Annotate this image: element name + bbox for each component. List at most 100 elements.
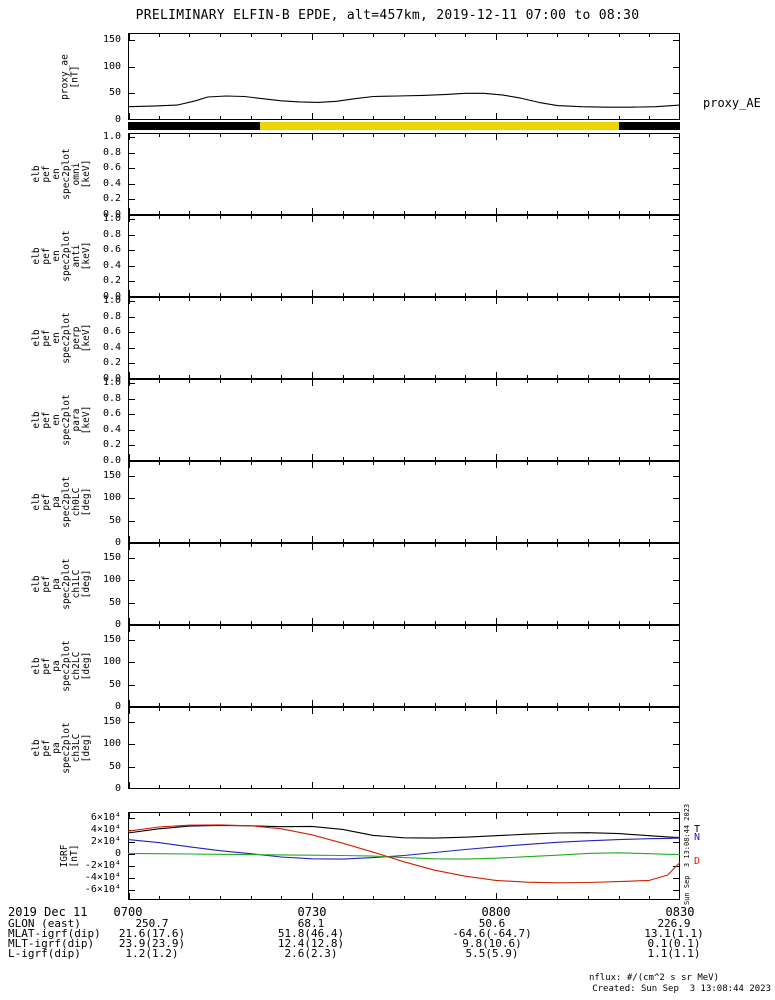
panel-proxy_ae [128, 33, 680, 120]
annotation-row-l: L-igrf(dip) 1.2(1.2) 2.6(2.3) 5.5(5.9) 1… [0, 947, 775, 960]
annotation-value: 226.9 [657, 917, 691, 930]
y-tick-label: 0.4 [102, 177, 121, 189]
annotation-value: 21.6(17.6) [118, 927, 186, 940]
y-tick-label: 0.6 [102, 244, 121, 256]
y-tick-label: -2×10⁴ [84, 859, 121, 871]
y-tick-label: 100 [102, 656, 121, 668]
igrf-E-line [128, 852, 680, 860]
y-tick-label: 1.0 [102, 212, 121, 224]
y-tick-label: 0.6 [102, 326, 121, 338]
y-tick-label: 1.0 [102, 294, 121, 306]
panel-pa_spec_ch0lc-ylabel: elb pef pa spec2plot ch0LC [deg] [31, 476, 92, 528]
y-tick-label: 100 [102, 738, 121, 750]
igrf-T-line [128, 824, 680, 839]
annotation-value: 2.6(2.3) [284, 947, 338, 960]
y-tick-label: 150 [102, 715, 121, 727]
y-tick-label: 150 [102, 633, 121, 645]
y-tick-label: -4×10⁴ [84, 871, 121, 883]
y-tick-label: 6×10⁴ [90, 811, 121, 823]
y-tick-label: 0.0 [102, 455, 121, 466]
y-tick-label: 0.8 [102, 310, 121, 322]
annotation-value: 12.4(12.8) [277, 937, 345, 950]
annotation-value: 250.7 [135, 917, 169, 930]
zone-bar-segment-yellow-zone [259, 122, 619, 130]
y-tick-label: 100 [102, 574, 121, 586]
panel-pa_spec_ch3lc [128, 707, 680, 789]
proxy-ae-line [128, 92, 680, 108]
annotation-value: 1.1(1.1) [647, 947, 701, 960]
y-tick-label: 0.0 [102, 291, 121, 302]
y-tick-label: 0 [114, 783, 121, 794]
proxy-ae-line-label: proxy_AE [703, 96, 761, 110]
x-tick-label: 0730 [297, 905, 327, 919]
annotation-row-label: MLT-igrf(dip) [8, 937, 95, 950]
y-tick-label: 0.2 [102, 439, 121, 451]
y-tick-label: 0.8 [102, 392, 121, 404]
created-timestamp: Created: Sun Sep 3 13:08:44 2023 [592, 984, 771, 994]
side-timestamp: Sun Sep 3 13:08:44 2023 [683, 803, 691, 905]
date-label: 2019 Dec 11 [8, 905, 88, 919]
panel-en_spec_perp-ylabel: elb pef en spec2plot perp [keV] [31, 312, 92, 364]
annotation-value: 51.8(46.4) [277, 927, 345, 940]
zone-bar-segment-black-zone [618, 122, 680, 130]
panel-pa_spec_ch1lc-ylabel: elb pef pa spec2plot ch1LC [deg] [31, 558, 92, 610]
y-tick-label: 0 [114, 114, 121, 125]
y-tick-label: 0.8 [102, 228, 121, 240]
y-tick-label: 0.2 [102, 357, 121, 369]
y-tick-label: 0.0 [102, 373, 121, 384]
annotation-row-label: MLAT-igrf(dip) [8, 927, 101, 940]
annotation-value: 23.9(23.9) [118, 937, 186, 950]
y-tick-label: 0 [114, 537, 121, 548]
annotation-row-glon: GLON (east) 250.7 68.1 50.6 226.9 [0, 917, 775, 930]
y-tick-label: 0.4 [102, 259, 121, 271]
igrf-component-label-T: T [694, 824, 701, 836]
annotation-value: 1.2(1.2) [125, 947, 179, 960]
x-tick-label: 0830 [665, 905, 695, 919]
annotation-row-label: GLON (east) [8, 917, 81, 930]
y-tick-label: 50 [108, 87, 121, 99]
panel-pa_spec_ch2lc [128, 625, 680, 707]
igrf-D-line [128, 824, 680, 884]
y-tick-label: 0.4 [102, 423, 121, 435]
panel-pa_spec_ch0lc [128, 461, 680, 543]
x-tick-label: 0700 [113, 905, 143, 919]
y-tick-label: 100 [102, 60, 121, 72]
panel-en_spec_anti [128, 215, 680, 297]
y-tick-label: 150 [102, 33, 121, 45]
panel-igrf-ylabel: IGRF [nT] [59, 844, 80, 868]
y-tick-label: 1.0 [102, 130, 121, 142]
annotation-value: 50.6 [478, 917, 506, 930]
x-tick-label: 0800 [481, 905, 511, 919]
y-tick-label: 0 [114, 701, 121, 712]
y-tick-label: 2×10⁴ [90, 835, 121, 847]
annotation-row-mlt: MLT-igrf(dip) 23.9(23.9) 12.4(12.8) 9.8(… [0, 937, 775, 950]
y-tick-label: 50 [108, 596, 121, 608]
y-tick-label: 4×10⁴ [90, 823, 121, 835]
plot-title: PRELIMINARY ELFIN-B EPDE, alt=457km, 201… [135, 8, 640, 23]
panel-proxy_ae-ylabel: proxy_ae [nT] [59, 53, 80, 100]
panel-en_spec_perp [128, 297, 680, 379]
panel-en_spec_para [128, 379, 680, 461]
annotation-value: 5.5(5.9) [465, 947, 519, 960]
y-tick-label: 50 [108, 514, 121, 526]
y-tick-label: 0.4 [102, 341, 121, 353]
annotation-value: 13.1(1.1) [644, 927, 704, 940]
annotation-value: 0.1(0.1) [647, 937, 701, 950]
y-tick-label: 0 [114, 847, 121, 859]
panel-en_spec_anti-ylabel: elb pef en spec2plot anti [keV] [31, 230, 92, 282]
y-tick-label: 0.6 [102, 162, 121, 174]
y-tick-label: 150 [102, 469, 121, 481]
y-tick-label: 100 [102, 492, 121, 504]
panel-pa_spec_ch3lc-ylabel: elb pef pa spec2plot ch3LC [deg] [31, 722, 92, 774]
panel-en_spec_omni [128, 133, 680, 215]
annotation-value: -64.6(-64.7) [452, 927, 532, 940]
zone-bar-segment-black-zone [128, 122, 260, 130]
y-tick-label: 0.2 [102, 275, 121, 287]
flux-units-note: nflux: #/(cm^2 s sr MeV) [588, 973, 719, 983]
y-tick-label: -6×10⁴ [84, 883, 121, 895]
y-tick-label: 0.2 [102, 193, 121, 205]
y-tick-label: 0.0 [102, 209, 121, 220]
y-tick-label: 1.0 [102, 376, 121, 388]
y-tick-label: 0.8 [102, 146, 121, 158]
